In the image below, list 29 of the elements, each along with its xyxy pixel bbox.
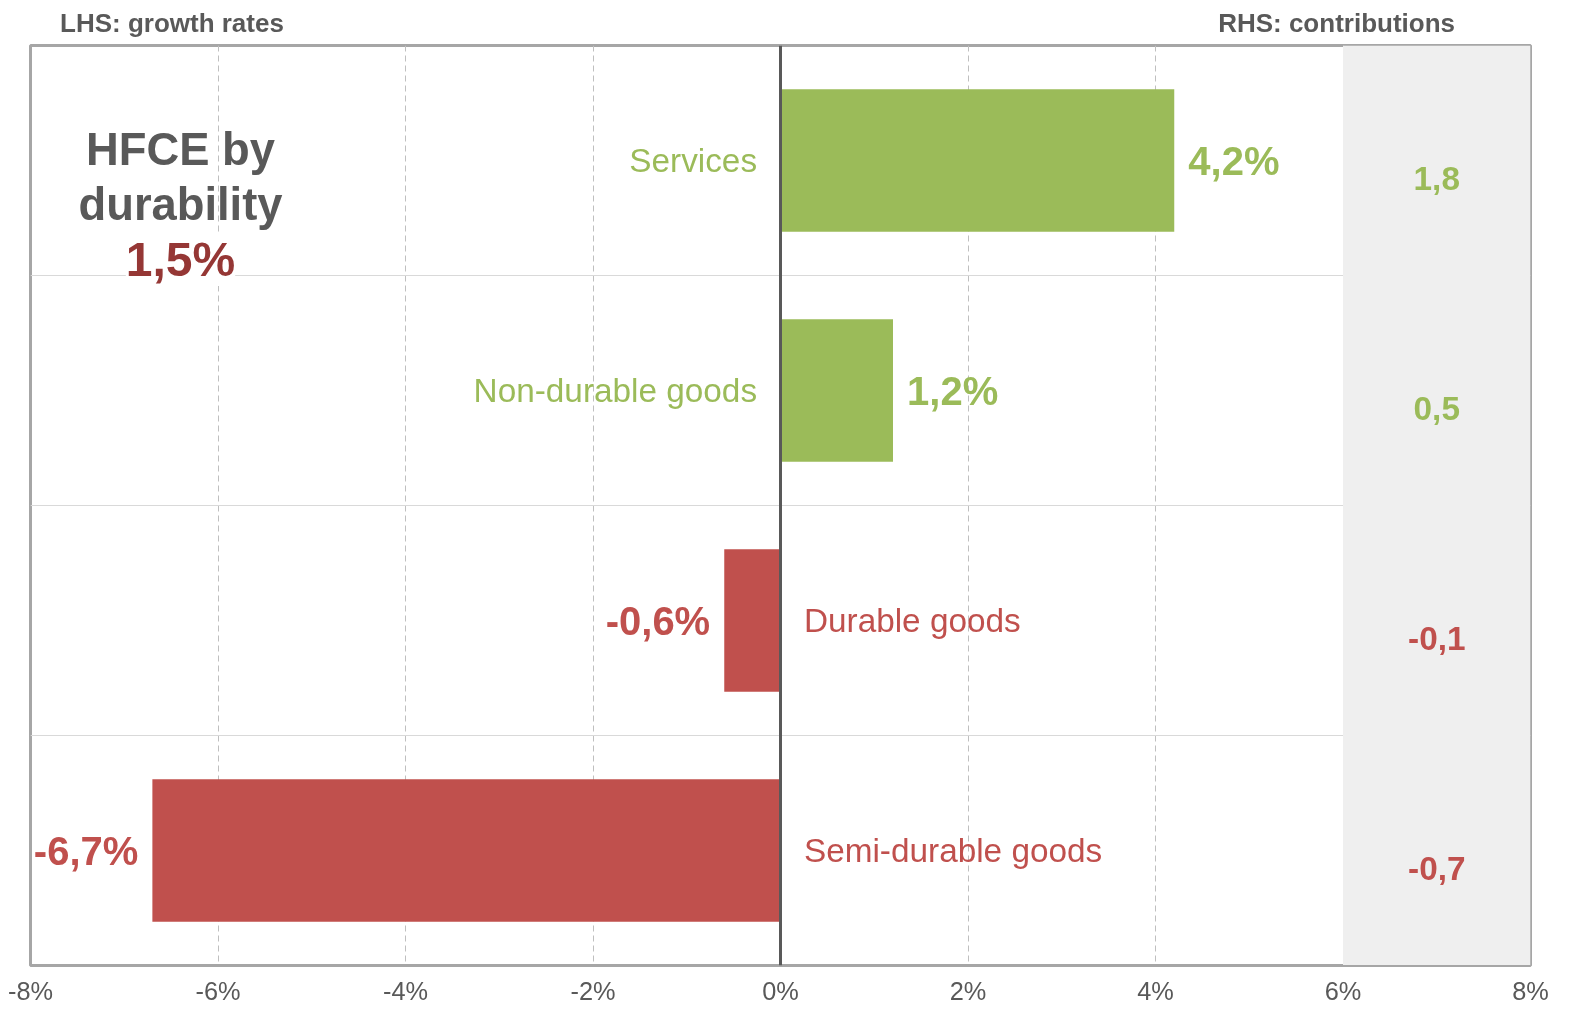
x-tick-label: 4% xyxy=(1137,976,1174,1005)
x-tick-label: -6% xyxy=(195,976,241,1005)
x-tick-label: 6% xyxy=(1324,976,1362,1005)
y-tick-label: Semi-durable goods xyxy=(803,832,1103,869)
data-label: 1,2% xyxy=(907,368,999,413)
x-tick-label: 8% xyxy=(1512,976,1549,1005)
annotation: -0,1 xyxy=(1408,620,1466,658)
x-tick-label: -4% xyxy=(382,976,429,1005)
text: LHS: growth rates xyxy=(60,7,284,40)
x-tick-label: 0% xyxy=(762,976,799,1005)
bar xyxy=(780,89,1175,232)
text: RHS: contributions xyxy=(1218,7,1455,40)
y-tick-label: Durable goods xyxy=(803,602,1021,639)
bar xyxy=(152,779,781,922)
x-tick-label: -8% xyxy=(7,976,54,1005)
bar xyxy=(724,549,781,692)
text: 1,5% xyxy=(125,232,236,286)
text: HFCE by durability xyxy=(78,123,283,230)
x-tick-label: -2% xyxy=(570,976,616,1005)
annotation: 0,5 xyxy=(1413,390,1460,428)
data-label: -6,7% xyxy=(33,828,139,873)
y-tick-label: Non-durable goods xyxy=(473,372,758,409)
y-tick-label: Services xyxy=(629,142,758,179)
data-label: -0,6% xyxy=(605,598,711,643)
annotation: -0,7 xyxy=(1408,850,1466,888)
bar xyxy=(780,319,893,462)
data-label: 4,2% xyxy=(1188,138,1280,183)
x-tick-label: 2% xyxy=(949,976,987,1005)
annotation: 1,8 xyxy=(1413,160,1460,198)
